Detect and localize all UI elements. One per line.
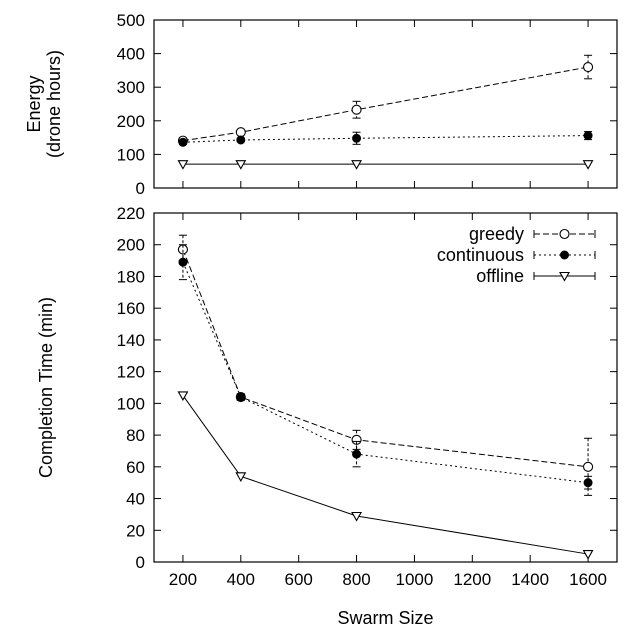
series-line-greedy <box>182 249 589 468</box>
y-tick-label: 400 <box>117 45 145 64</box>
data-point-continuous <box>236 135 246 145</box>
data-point-offline <box>582 550 594 560</box>
y-tick-label: 140 <box>117 331 145 350</box>
plot-frame <box>153 19 618 189</box>
data-point-continuous <box>352 133 362 143</box>
plot-frame <box>153 212 618 563</box>
legend-label-offline: offline <box>476 266 524 286</box>
x-tick-label: 200 <box>169 570 197 589</box>
data-point-greedy <box>351 104 362 115</box>
y-tick-label: 100 <box>117 394 145 413</box>
y-tick-label: 220 <box>117 204 145 223</box>
y-axis-title-line: Energy <box>24 75 44 132</box>
y-tick-label: 80 <box>126 426 145 445</box>
data-point-greedy <box>583 61 594 73</box>
data-point-continuous <box>352 449 362 459</box>
energy-chart: 0 100 200 300 400 500 Energy(drone hours) <box>24 11 618 198</box>
x-tick-label: 1200 <box>453 570 491 589</box>
x-tick-label: 1600 <box>569 570 607 589</box>
y-tick-label: 60 <box>126 458 145 477</box>
y-axis-title: Energy(drone hours) <box>24 50 64 158</box>
y-tick-label: 200 <box>117 236 145 255</box>
x-tick-label: 400 <box>227 570 255 589</box>
y-tick-label: 120 <box>117 363 145 382</box>
legend-marker-continuous <box>560 250 569 260</box>
y-tick-label: 500 <box>117 11 145 30</box>
data-point-offline <box>351 511 363 522</box>
data-point-greedy <box>235 127 246 138</box>
y-tick-label: 200 <box>117 112 145 131</box>
data-point-offline <box>235 472 247 482</box>
y-tick-label: 40 <box>126 490 145 509</box>
y-tick-label: 0 <box>136 179 145 198</box>
data-point-offline <box>177 160 189 170</box>
data-point-offline <box>235 160 247 170</box>
series-line-greedy <box>182 66 589 142</box>
y-tick-label: 180 <box>117 267 145 286</box>
data-point-continuous <box>583 131 593 141</box>
data-point-continuous <box>178 137 188 147</box>
data-point-continuous <box>178 257 188 267</box>
series-line-offline <box>182 395 589 555</box>
data-point-greedy <box>583 461 594 472</box>
data-point-continuous <box>236 392 246 402</box>
data-point-offline <box>351 160 363 170</box>
legend-marker-offline <box>559 271 570 282</box>
series-line-continuous <box>182 261 589 484</box>
series-line-continuous <box>182 135 589 143</box>
x-axis-title: Swarm Size <box>337 608 433 628</box>
y-tick-label: 160 <box>117 299 145 318</box>
x-tick-label: 1000 <box>396 570 434 589</box>
data-point-continuous <box>583 478 593 488</box>
legend-label-continuous: continuous <box>437 245 524 265</box>
data-point-offline <box>582 160 594 170</box>
y-tick-label: 20 <box>126 521 145 540</box>
data-point-offline <box>177 391 189 402</box>
x-tick-label: 1400 <box>511 570 549 589</box>
x-tick-label: 800 <box>342 570 370 589</box>
completion-time-chart: 0 20 40 60 80 100 120 140 160 180 200 220 200 400 600 8… <box>36 204 618 628</box>
y-axis-title-line: (drone hours) <box>44 50 64 158</box>
y-tick-label: 0 <box>136 553 145 572</box>
y-tick-label: 100 <box>117 145 145 164</box>
y-tick-label: 300 <box>117 78 145 97</box>
legend-label-greedy: greedy <box>469 224 524 244</box>
y-axis-title: Completion Time (min) <box>36 297 56 478</box>
legend-marker-greedy <box>559 228 570 240</box>
x-tick-label: 600 <box>285 570 313 589</box>
